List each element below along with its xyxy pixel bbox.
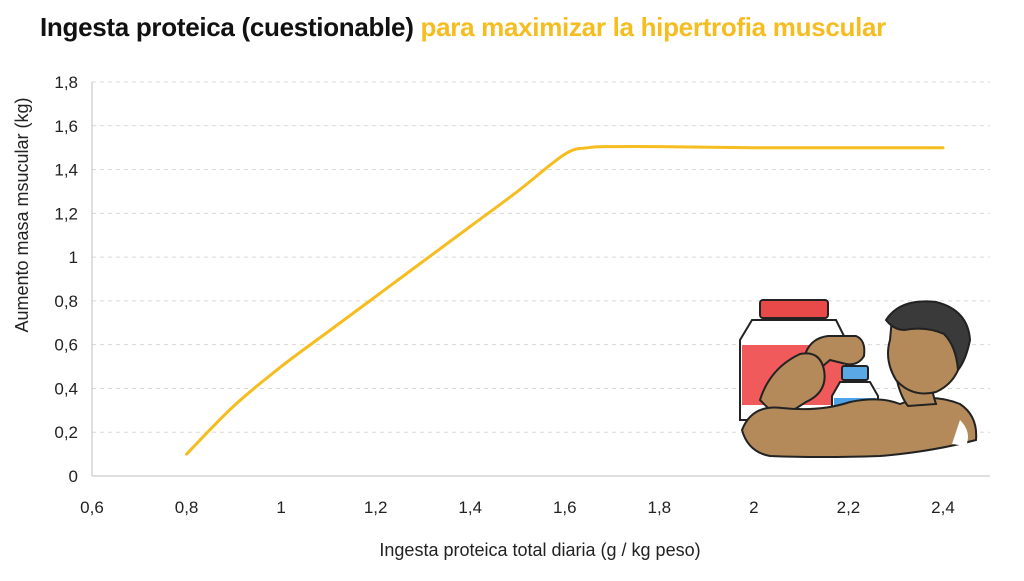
x-tick-label: 1,4 bbox=[458, 498, 482, 517]
x-tick-label: 1,6 bbox=[553, 498, 577, 517]
x-tick-label: 1 bbox=[276, 498, 285, 517]
x-tick-label: 1,8 bbox=[648, 498, 672, 517]
x-tick-label: 0,6 bbox=[80, 498, 104, 517]
y-tick-label: 1,6 bbox=[54, 117, 78, 136]
x-tick-label: 2,2 bbox=[837, 498, 861, 517]
y-tick-label: 1,8 bbox=[54, 73, 78, 92]
series-line bbox=[185, 144, 945, 456]
chart-title: Ingesta proteica (cuestionable) para max… bbox=[40, 12, 886, 43]
flexing-man-icon bbox=[740, 300, 978, 458]
y-axis-label: Aumento masa msucular (kg) bbox=[12, 97, 32, 332]
series-group bbox=[185, 144, 945, 456]
x-tick-labels: 0,6 0,8 1 1,2 1,4 1,6 1,8 2 2,2 2,4 bbox=[80, 498, 955, 517]
title-part-accent: para maximizar la hipertrofia muscular bbox=[420, 12, 887, 42]
y-tick-label: 0,6 bbox=[54, 336, 78, 355]
y-tick-labels: 0 0,2 0,4 0,6 0,8 1 1,2 1,4 1,6 1,8 bbox=[54, 73, 78, 486]
x-axis-label: Ingesta proteica total diaria (g / kg pe… bbox=[379, 540, 700, 560]
y-tick-label: 0,4 bbox=[54, 379, 78, 398]
bodybuilder-illustration-icon bbox=[739, 299, 978, 458]
gridlines bbox=[92, 81, 990, 433]
y-tick-label: 1,2 bbox=[54, 204, 78, 223]
y-tick-label: 1 bbox=[69, 248, 78, 267]
title-part-main: Ingesta proteica (cuestionable) bbox=[40, 12, 414, 42]
x-tick-label: 1,2 bbox=[364, 498, 388, 517]
y-tick-label: 0 bbox=[69, 467, 78, 486]
y-tick-label: 0,8 bbox=[54, 292, 78, 311]
x-tick-label: 0,8 bbox=[175, 498, 199, 517]
y-tick-label: 0,2 bbox=[54, 423, 78, 442]
x-tick-label: 2,4 bbox=[931, 498, 955, 517]
axes bbox=[91, 82, 990, 477]
y-tick-label: 1,4 bbox=[54, 161, 78, 180]
x-tick-label: 2 bbox=[749, 498, 758, 517]
